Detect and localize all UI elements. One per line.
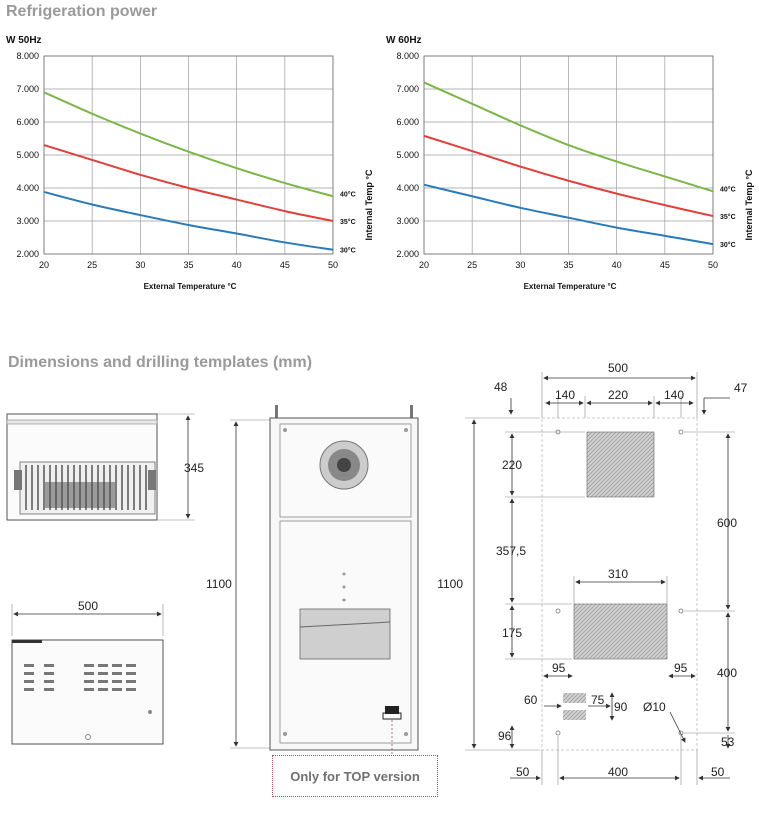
y-axis-label: Internal Temp °C <box>364 169 374 240</box>
y-tick-label: 3.000 <box>16 216 39 226</box>
y-tick-label: 7.000 <box>396 84 419 94</box>
top-version-note: Only for TOP version <box>272 755 438 797</box>
dim-95-right-label: 95 <box>674 661 688 675</box>
x-tick-label: 30 <box>135 260 145 270</box>
template-height-label: 1100 <box>437 577 463 591</box>
margin-right-label: 47 <box>734 381 748 395</box>
x-tick-label: 50 <box>328 260 338 270</box>
bottom-50-right-label: 50 <box>711 765 725 779</box>
overall-width-label: 500 <box>608 361 628 375</box>
dim-600-label: 600 <box>717 516 737 530</box>
dim-60-label: 60 <box>524 693 538 707</box>
margin-left-label: 48 <box>494 380 508 394</box>
y-tick-label: 5.000 <box>16 150 39 160</box>
bottom-50-left-label: 50 <box>516 765 530 779</box>
series-line <box>423 183 714 246</box>
series-label: 40°C <box>340 190 356 198</box>
series-label: 35°C <box>340 218 356 226</box>
dim-53-label: 53 <box>721 735 735 749</box>
plot-frame <box>423 55 714 255</box>
series-line <box>423 134 714 218</box>
series-label: 30°C <box>720 241 736 249</box>
hole-diameter-label: Ø10 <box>643 700 666 714</box>
series-line <box>43 190 334 251</box>
upper-cutout-height-label: 220 <box>502 458 522 472</box>
front-view: 1100 <box>206 405 419 754</box>
y-tick-label: 6.000 <box>16 117 39 127</box>
y-tick-label: 5.000 <box>396 150 419 160</box>
series-line <box>43 144 334 222</box>
chart-title: W 60Hz <box>386 35 422 46</box>
dim-400-right-label: 400 <box>717 666 737 680</box>
bottom-view: 500 <box>11 599 164 745</box>
y-tick-label: 4.000 <box>396 183 419 193</box>
x-tick-label: 25 <box>467 260 477 270</box>
dim-75-label: 75 <box>591 693 605 707</box>
x-tick-label: 40 <box>612 260 622 270</box>
series-line <box>43 91 334 198</box>
series-label: 30°C <box>340 247 356 255</box>
x-tick-label: 20 <box>419 260 429 270</box>
x-tick-label: 25 <box>87 260 97 270</box>
bottom-400-label: 400 <box>608 765 628 779</box>
series-label: 35°C <box>720 213 736 221</box>
y-tick-label: 7.000 <box>16 84 39 94</box>
lower-cutout-width-label: 310 <box>608 567 628 581</box>
front-height-label: 1100 <box>206 577 232 591</box>
template-labels: 1100 500 48 47 140 220 140 220 357,5 600… <box>437 361 747 779</box>
drilling-template <box>465 372 735 785</box>
x-tick-label: 35 <box>563 260 573 270</box>
seg-140-right-label: 140 <box>664 388 684 402</box>
y-tick-label: 6.000 <box>396 117 419 127</box>
y-tick-label: 2.000 <box>396 249 419 259</box>
top-width-label: 500 <box>78 599 98 613</box>
side-height-label: 345 <box>184 461 204 475</box>
dim-96-label: 96 <box>498 729 512 743</box>
y-axis-label: Internal Temp °C <box>744 169 754 240</box>
dim-95-left-label: 95 <box>552 661 566 675</box>
side-view: 345 <box>6 413 204 521</box>
x-tick-label: 20 <box>39 260 49 270</box>
dimensions-title: Dimensions and drilling templates (mm) <box>8 354 313 371</box>
lower-cutout-height-label: 175 <box>502 626 522 640</box>
x-axis-label: External Temperature °C <box>524 282 617 291</box>
y-tick-label: 8.000 <box>396 51 419 61</box>
gap-357-label: 357,5 <box>496 544 526 558</box>
dim-90-label: 90 <box>614 700 628 714</box>
y-tick-label: 2.000 <box>16 249 39 259</box>
x-tick-label: 45 <box>660 260 670 270</box>
y-tick-label: 3.000 <box>396 216 419 226</box>
refrigeration-title: Refrigeration power <box>6 3 158 20</box>
x-tick-label: 30 <box>515 260 525 270</box>
series-label: 40°C <box>720 185 736 193</box>
seg-220-label: 220 <box>608 388 628 402</box>
x-tick-label: 45 <box>280 260 290 270</box>
x-tick-label: 40 <box>232 260 242 270</box>
x-tick-label: 50 <box>708 260 718 270</box>
y-tick-label: 4.000 <box>16 183 39 193</box>
chart-title: W 50Hz <box>6 35 42 46</box>
series-line <box>423 81 714 193</box>
x-tick-label: 35 <box>183 260 193 270</box>
x-axis-label: External Temperature °C <box>144 282 237 291</box>
y-tick-label: 8.000 <box>16 51 39 61</box>
seg-140-left-label: 140 <box>555 388 575 402</box>
plot-frame <box>43 55 334 255</box>
